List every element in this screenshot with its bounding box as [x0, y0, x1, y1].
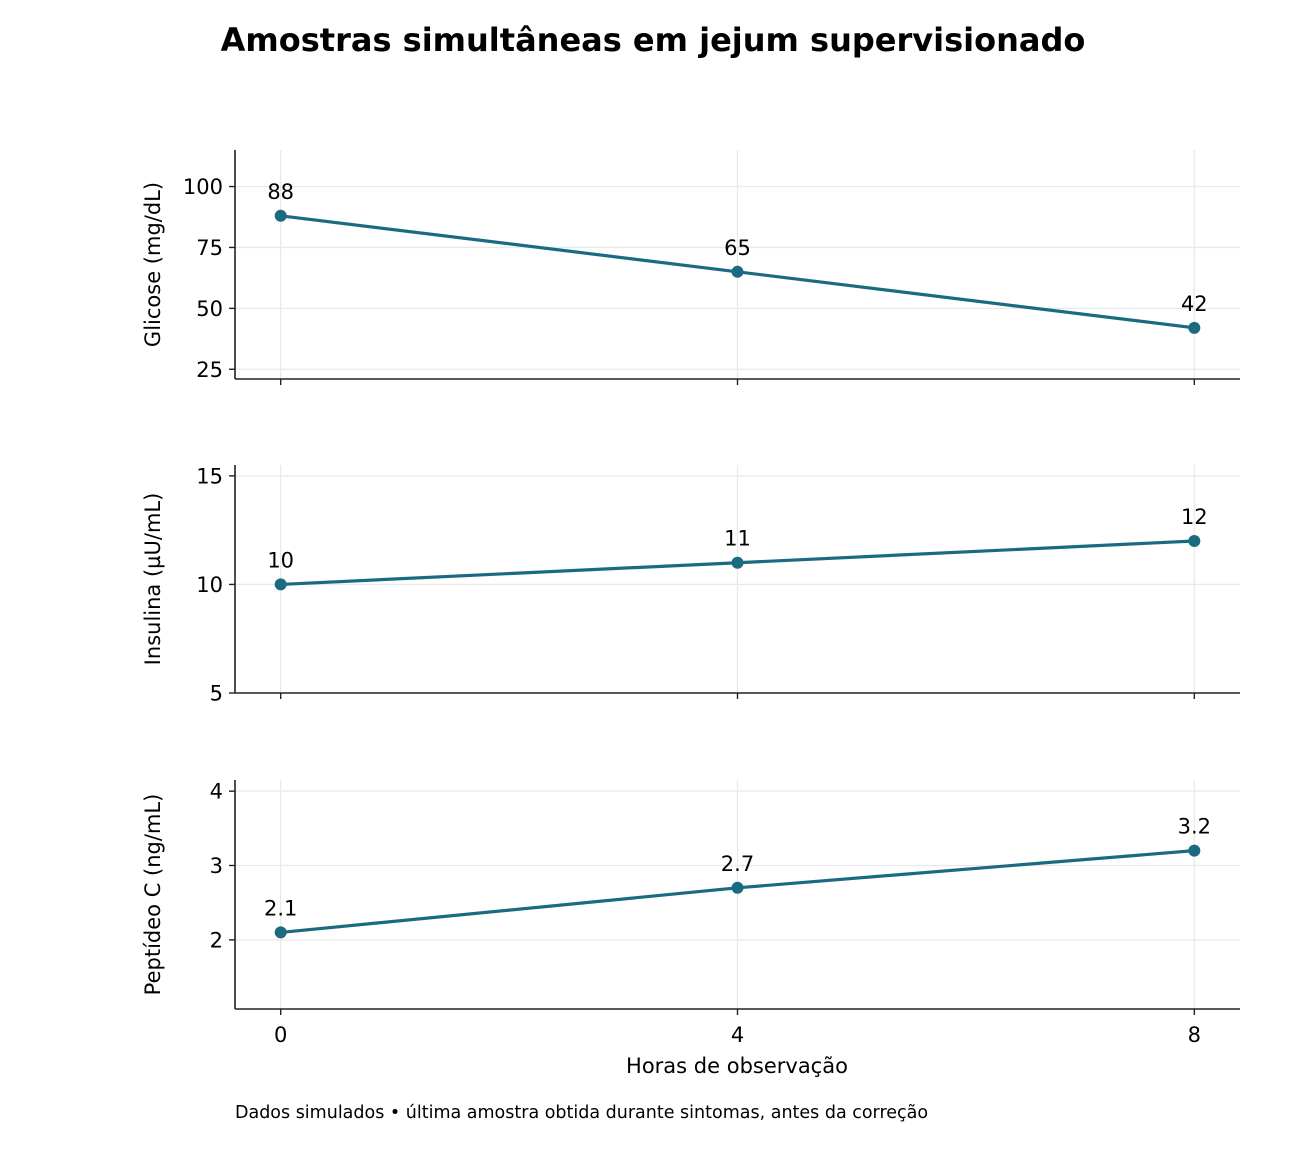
- x-tick-label: 8: [1188, 1023, 1201, 1047]
- y-tick-label: 100: [183, 175, 223, 199]
- y-tick-label: 75: [196, 236, 223, 260]
- y-tick-label: 25: [196, 358, 223, 382]
- y-tick-label: 50: [196, 297, 223, 321]
- footnote: Dados simulados • última amostra obtida …: [235, 1103, 928, 1123]
- x-tick-label: 0: [274, 1023, 287, 1047]
- panel-1: 25 50 75 100 Glicose (mg/dL) 88 65 42: [141, 150, 1240, 385]
- data-label: 3.2: [1178, 815, 1211, 839]
- chart-title: Amostras simultâneas em jejum supervisio…: [221, 21, 1086, 59]
- y-axis-label: Insulina (µU/mL): [141, 493, 165, 666]
- data-label: 10: [267, 548, 294, 572]
- y-tick-label: 5: [210, 682, 223, 706]
- data-label: 11: [724, 527, 751, 551]
- data-label: 2.1: [264, 896, 297, 920]
- data-point: [1188, 844, 1201, 857]
- data-point: [1188, 321, 1201, 334]
- data-label: 12: [1181, 505, 1208, 529]
- data-point: [274, 578, 287, 591]
- y-tick-label: 4: [210, 780, 223, 804]
- y-axis-label: Glicose (mg/dL): [141, 182, 165, 347]
- x-tick-label: 4: [731, 1023, 744, 1047]
- data-label: 65: [724, 236, 751, 260]
- data-point: [1188, 535, 1201, 547]
- data-point: [274, 926, 287, 939]
- data-label: 88: [267, 180, 294, 204]
- x-axis-label: Horas de observação: [626, 1054, 848, 1078]
- y-tick-label: 3: [210, 854, 223, 878]
- data-point: [731, 881, 744, 894]
- data-label: 2.7: [721, 852, 754, 876]
- y-axis-label: Peptídeo C (ng/mL): [141, 794, 165, 996]
- panel-3: 2 3 4 0 4 8 Peptídeo C (ng/mL) 2.1 2.7 3.2: [141, 780, 1240, 1047]
- data-point: [731, 265, 744, 278]
- y-tick-label: 2: [210, 928, 223, 952]
- y-tick-label: 15: [196, 464, 223, 488]
- data-point: [274, 209, 287, 222]
- data-label: 42: [1181, 292, 1208, 316]
- panel-2: 5 10 15 Insulina (µU/mL) 10 11 12: [141, 464, 1240, 706]
- y-tick-label: 10: [196, 573, 223, 597]
- data-point: [731, 556, 744, 569]
